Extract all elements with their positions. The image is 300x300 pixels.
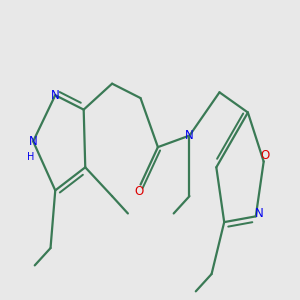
Text: N: N <box>29 135 38 148</box>
Text: H: H <box>27 152 34 162</box>
Text: O: O <box>134 185 144 198</box>
Text: N: N <box>185 129 194 142</box>
Text: O: O <box>261 149 270 162</box>
Text: N: N <box>51 89 60 102</box>
Text: N: N <box>255 207 263 220</box>
